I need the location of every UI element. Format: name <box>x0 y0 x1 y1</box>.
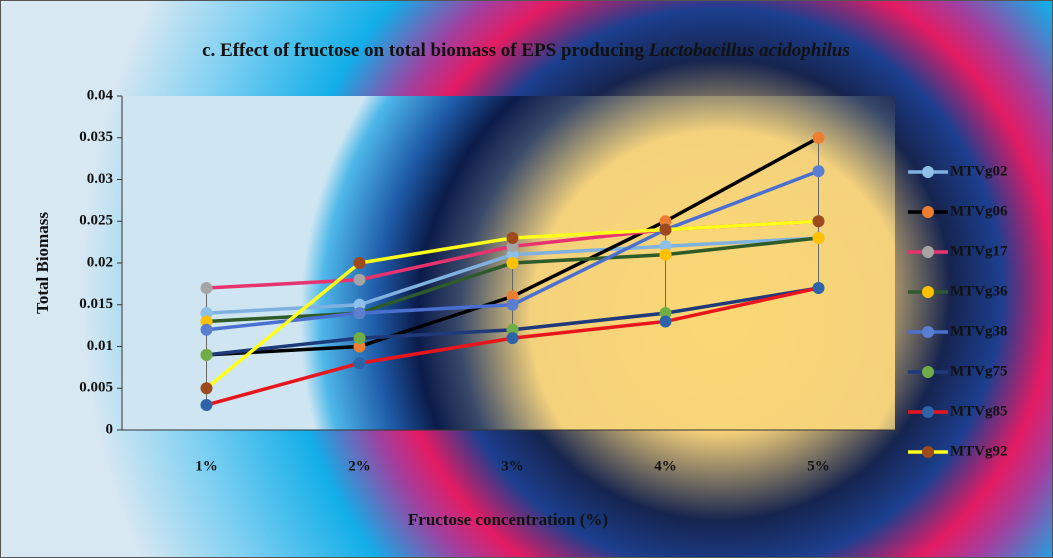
y-tick-label: 0.04 <box>87 87 114 103</box>
title-text: c. Effect of fructose on total biomass o… <box>202 40 644 61</box>
data-point <box>813 165 825 177</box>
data-point <box>201 282 213 294</box>
data-point <box>354 257 366 269</box>
data-point <box>354 274 366 286</box>
legend-label: MTVg75 <box>950 363 1008 379</box>
legend-label: MTVg06 <box>950 203 1008 219</box>
legend-marker <box>922 286 934 298</box>
x-tick-label: 3% <box>501 458 524 474</box>
data-point <box>354 357 366 369</box>
data-point <box>813 232 825 244</box>
data-point <box>813 282 825 294</box>
y-tick-label: 0.005 <box>79 380 113 396</box>
data-point <box>660 224 672 236</box>
legend-label: MTVg36 <box>950 283 1008 299</box>
data-point <box>507 232 519 244</box>
legend-marker <box>922 326 934 338</box>
data-point <box>201 349 213 361</box>
legend-label: MTVg17 <box>950 243 1008 259</box>
data-point <box>507 257 519 269</box>
y-tick-label: 0.025 <box>79 213 113 229</box>
legend-label: MTVg85 <box>950 403 1008 419</box>
legend-label: MTVg92 <box>950 443 1008 459</box>
legend-marker <box>922 206 934 218</box>
y-tick-label: 0.02 <box>87 254 113 270</box>
legend-marker <box>922 166 934 178</box>
data-point <box>201 399 213 411</box>
title-italic: Lactobacillus acidophilus <box>648 40 850 61</box>
legend-marker <box>922 366 934 378</box>
data-point <box>813 132 825 144</box>
data-point <box>201 382 213 394</box>
legend-marker <box>922 406 934 418</box>
y-tick-label: 0 <box>106 421 114 437</box>
x-tick-label: 4% <box>654 458 677 474</box>
page: c. Effect of fructose on total biomass o… <box>0 0 1053 558</box>
chart: c. Effect of fructose on total biomass o… <box>0 0 1053 558</box>
data-point <box>813 215 825 227</box>
data-point <box>507 299 519 311</box>
data-point <box>507 332 519 344</box>
legend-label: MTVg02 <box>950 163 1008 179</box>
x-axis-label: Fructose concentration (%) <box>408 510 608 529</box>
data-point <box>354 307 366 319</box>
y-axis-label: Total Biomass <box>33 212 52 314</box>
x-tick-label: 5% <box>807 458 830 474</box>
y-tick-label: 0.01 <box>87 338 113 354</box>
y-tick-label: 0.015 <box>79 296 113 312</box>
data-point <box>660 315 672 327</box>
legend-label: MTVg38 <box>950 323 1008 339</box>
x-tick-label: 1% <box>195 458 218 474</box>
data-point <box>354 332 366 344</box>
x-tick-label: 2% <box>348 458 371 474</box>
legend-marker <box>922 246 934 258</box>
y-tick-label: 0.03 <box>87 171 113 187</box>
legend-marker <box>922 446 934 458</box>
data-point <box>201 324 213 336</box>
chart-title: c. Effect of fructose on total biomass o… <box>202 40 850 61</box>
y-tick-label: 0.035 <box>79 129 113 145</box>
data-point <box>660 249 672 261</box>
